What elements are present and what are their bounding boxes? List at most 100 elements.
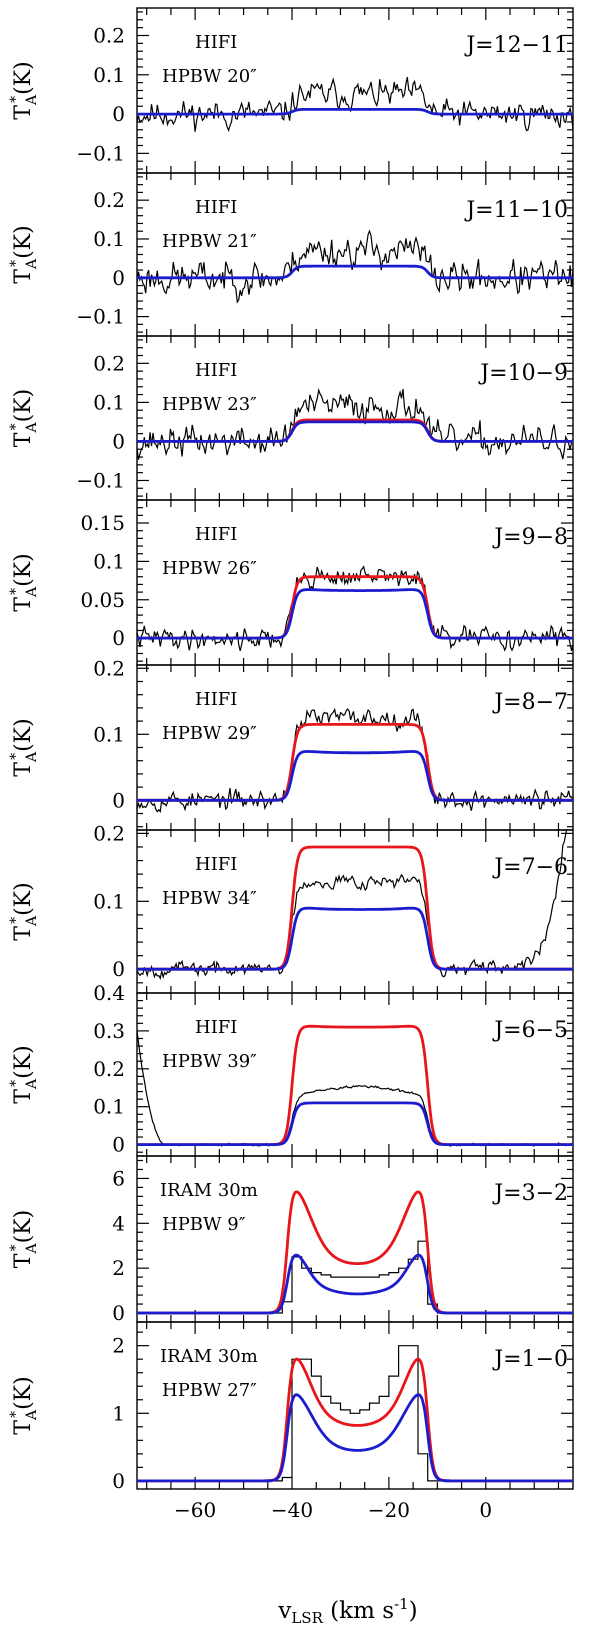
y-tick-label: 0 bbox=[112, 957, 125, 981]
instrument-label: IRAM 30m bbox=[160, 1346, 258, 1367]
y-tick-label: 2 bbox=[112, 1256, 125, 1280]
transition-label: J=3−2 bbox=[492, 1181, 568, 1206]
y-tick-label: 0.1 bbox=[93, 549, 125, 573]
y-tick-label: 0.3 bbox=[93, 1019, 125, 1043]
svg-text:vLSR (km s-1): vLSR (km s-1) bbox=[277, 1595, 417, 1627]
x-tick-label: −60 bbox=[174, 1498, 216, 1522]
y-axis-label-sub: A bbox=[24, 1409, 40, 1421]
y-axis-label-main: T bbox=[11, 926, 36, 941]
y-tick-label: 0.2 bbox=[93, 656, 125, 680]
y-axis-label: TA*(K) bbox=[8, 1045, 40, 1103]
model-blue-line bbox=[137, 750, 573, 802]
instrument-label: HIFI bbox=[195, 689, 237, 710]
y-axis-label-sup: * bbox=[8, 96, 24, 103]
y-tick-label: 0 bbox=[112, 1133, 125, 1157]
y-axis-label-sub: A bbox=[24, 586, 40, 598]
spectrum-panel-1: −0.1 0 0.1 0.2 TA*(K) HIFI HPBW 20″ J=12−11 bbox=[8, 7, 574, 174]
observed-spectrum bbox=[137, 1240, 573, 1314]
model-blue-line bbox=[137, 1393, 573, 1483]
beam-label: HPBW 29″ bbox=[162, 723, 257, 744]
beam-label: HPBW 34″ bbox=[162, 888, 257, 909]
y-axis-label-main: T bbox=[11, 597, 36, 612]
y-axis-label-sub: A bbox=[24, 258, 40, 270]
x-axis-label-rest: (km s bbox=[323, 1598, 394, 1624]
y-axis-label-rest: (K) bbox=[11, 1045, 36, 1079]
transition-label: J=8−7 bbox=[492, 690, 568, 715]
observed-spectrum bbox=[137, 387, 573, 460]
panel-frame bbox=[136, 1321, 574, 1490]
beam-label: HPBW 20″ bbox=[162, 66, 257, 87]
y-tick-label: 0 bbox=[112, 1469, 125, 1493]
y-axis-label-rest: (K) bbox=[11, 61, 36, 95]
transition-label: J=11−10 bbox=[464, 198, 568, 223]
x-axis-label-exp: -1 bbox=[394, 1595, 409, 1613]
instrument-label: IRAM 30m bbox=[160, 1180, 258, 1201]
y-tick-label: 0.2 bbox=[93, 24, 125, 48]
y-axis-label-rest: (K) bbox=[11, 882, 36, 916]
transition-label: J=7−6 bbox=[492, 855, 568, 880]
y-axis-label: TA*(K) bbox=[8, 389, 40, 447]
instrument-label: HIFI bbox=[195, 854, 237, 875]
transition-label: J=6−5 bbox=[492, 1018, 568, 1043]
model-blue-line bbox=[137, 906, 573, 971]
y-tick-label: 0.1 bbox=[93, 63, 125, 87]
y-axis-label-sup: * bbox=[8, 917, 24, 924]
x-axis-label-sub: LSR bbox=[291, 1609, 323, 1627]
y-axis-label-sub: A bbox=[24, 422, 40, 434]
y-axis-label-sub: A bbox=[24, 751, 40, 763]
model-red-line bbox=[137, 1024, 573, 1146]
y-axis-label-main: T bbox=[11, 762, 36, 777]
y-tick-label: 0.1 bbox=[93, 722, 125, 746]
y-tick-label: 0.15 bbox=[80, 511, 125, 535]
x-axis-label: vLSR (km s-1) bbox=[277, 1595, 417, 1627]
y-axis-label: TA*(K) bbox=[8, 225, 40, 283]
model-blue-line bbox=[137, 108, 573, 116]
beam-label: HPBW 9″ bbox=[162, 1214, 246, 1235]
y-tick-label: −0.1 bbox=[76, 468, 125, 492]
y-axis-label-rest: (K) bbox=[11, 1376, 36, 1410]
y-axis-label: TA*(K) bbox=[8, 882, 40, 940]
y-axis-label-sub: A bbox=[24, 94, 40, 106]
instrument-label: HIFI bbox=[195, 32, 237, 53]
y-axis-label-sub: A bbox=[24, 1078, 40, 1090]
instrument-label: HIFI bbox=[195, 1017, 237, 1038]
spectrum-panel-5: 0 0.1 0.2 TA*(K) HIFI HPBW 29″ J=8−7 bbox=[8, 656, 574, 831]
y-axis-label-main: T bbox=[11, 269, 36, 284]
spectrum-panel-4: 0 0.05 0.1 0.15 TA*(K) HIFI HPBW 26″ J=9−8 bbox=[8, 499, 574, 666]
y-axis-label-sup: * bbox=[8, 753, 24, 760]
y-tick-label: 0.1 bbox=[93, 390, 125, 414]
y-axis-label-main: T bbox=[11, 1253, 36, 1268]
y-axis-label-main: T bbox=[11, 105, 36, 120]
y-tick-label: 0 bbox=[112, 102, 125, 126]
y-axis-label-sub: A bbox=[24, 1243, 40, 1255]
y-axis-label-rest: (K) bbox=[11, 553, 36, 587]
x-tick-label: −40 bbox=[271, 1498, 313, 1522]
y-axis-label-sup: * bbox=[8, 423, 24, 430]
model-blue-line bbox=[137, 1253, 573, 1315]
y-tick-label: 0 bbox=[112, 626, 125, 650]
y-tick-label: 6 bbox=[112, 1166, 125, 1190]
x-tick-label: 0 bbox=[479, 1498, 492, 1522]
spectrum-panel-9: 0 1 2 −60 −40 −20 0 TA*(K) IRAM 30m HPBW 27″ J=1−0 bbox=[8, 1321, 574, 1522]
model-blue-line bbox=[137, 420, 573, 443]
y-tick-label: 2 bbox=[112, 1334, 125, 1358]
y-axis-label-sup: * bbox=[8, 1244, 24, 1251]
beam-label: HPBW 21″ bbox=[162, 231, 257, 252]
x-tick-label: −20 bbox=[368, 1498, 410, 1522]
spectrum-panel-7: 0 0.1 0.2 0.3 0.4 TA*(K) HIFI HPBW 39″ J=6−5 bbox=[8, 981, 574, 1157]
y-tick-label: 1 bbox=[112, 1401, 125, 1425]
y-tick-label: 0.2 bbox=[93, 1057, 125, 1081]
observed-spectrum bbox=[137, 76, 573, 133]
beam-label: HPBW 23″ bbox=[162, 394, 257, 415]
transition-label: J=12−11 bbox=[464, 33, 568, 58]
instrument-label: HIFI bbox=[195, 524, 237, 545]
y-axis-label: TA*(K) bbox=[8, 1210, 40, 1268]
y-tick-label: 0.2 bbox=[93, 188, 125, 212]
spectrum-panel-8: 0 2 4 6 TA*(K) IRAM 30m HPBW 9″ J=3−2 bbox=[8, 1155, 574, 1325]
y-tick-label: 0.1 bbox=[93, 889, 125, 913]
model-red-line bbox=[137, 1357, 573, 1483]
observed-spectrum bbox=[137, 1030, 573, 1147]
model-red-line bbox=[137, 575, 573, 640]
